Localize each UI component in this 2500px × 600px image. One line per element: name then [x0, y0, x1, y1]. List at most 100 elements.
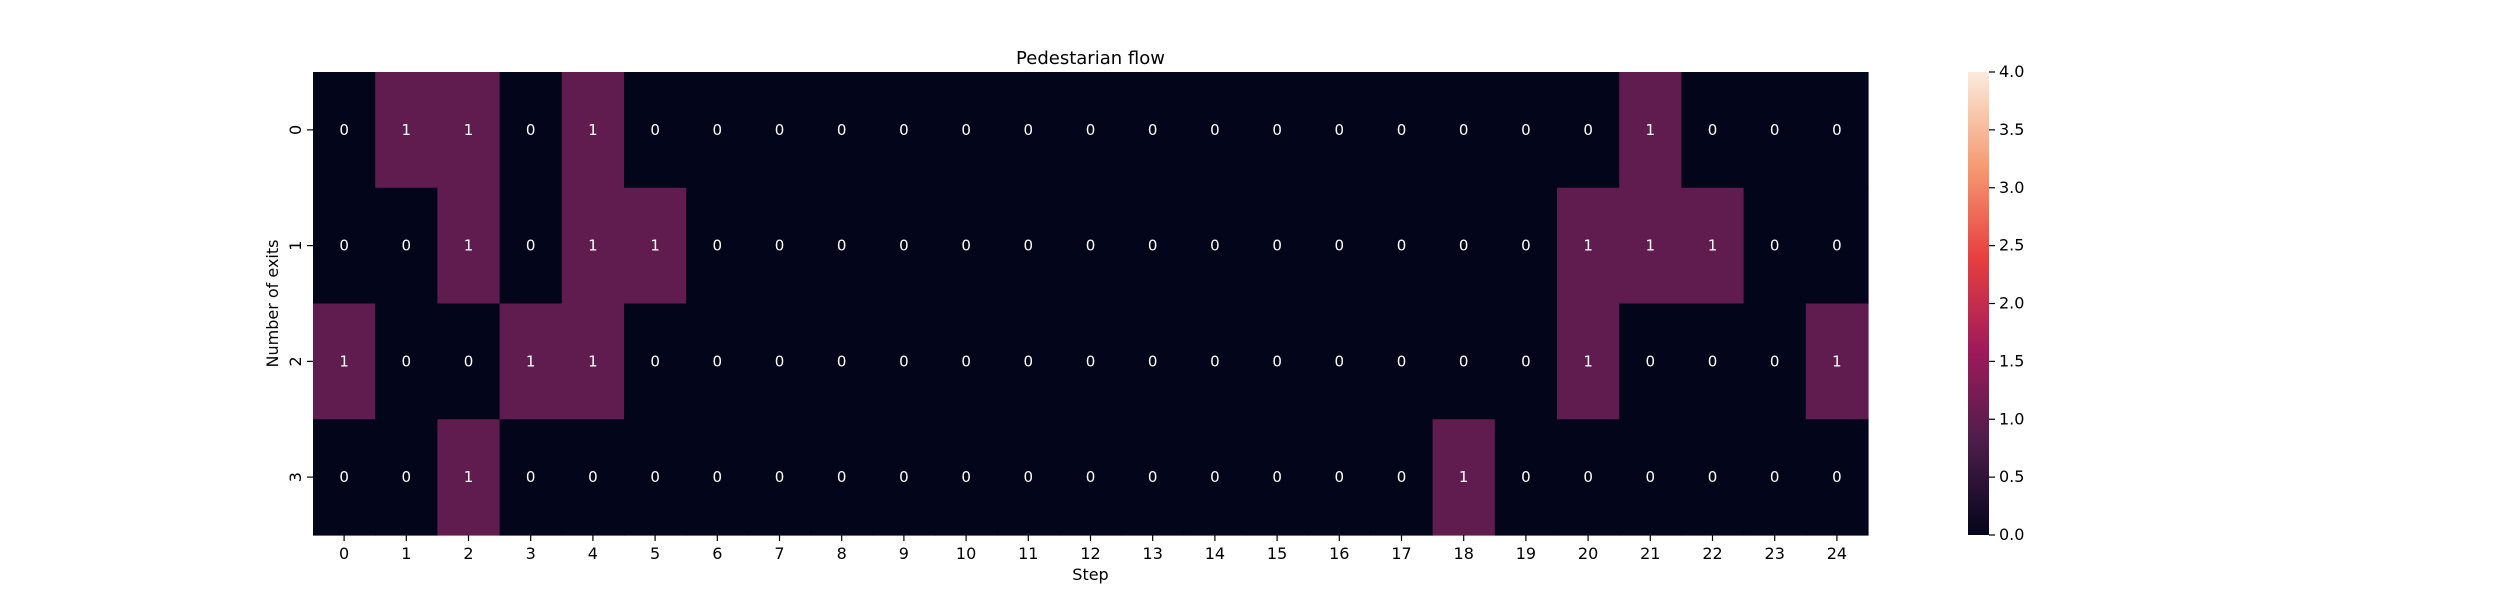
- heatmap-cell: [1246, 72, 1309, 189]
- cell-value-label: 0: [1272, 237, 1282, 255]
- cell-value-label: 1: [1459, 468, 1469, 486]
- cell-value-label: 0: [1708, 468, 1718, 486]
- cell-value-label: 0: [775, 237, 785, 255]
- x-tick-label: 21: [1640, 544, 1660, 563]
- heatmap-cell: [872, 419, 936, 536]
- cell-value-label: 0: [837, 121, 847, 139]
- cell-value-label: 0: [1148, 121, 1158, 139]
- cell-value-label: 1: [339, 352, 349, 370]
- x-tick-label: 22: [1702, 544, 1722, 563]
- heatmap-cell: [686, 419, 749, 536]
- heatmap-cell: [561, 419, 625, 536]
- cell-value-label: 1: [588, 352, 598, 370]
- heatmap-cell: [935, 303, 998, 420]
- cell-value-label: 1: [588, 237, 598, 255]
- heatmap-cell: [935, 419, 998, 536]
- heatmap-cell: [1805, 419, 1869, 536]
- heatmap-cell: [1183, 419, 1247, 536]
- cell-value-label: 0: [526, 468, 536, 486]
- colorbar-gradient: [1968, 72, 1989, 535]
- cell-value-label: 0: [650, 352, 660, 370]
- cell-value-label: 0: [775, 468, 785, 486]
- heatmap-cell: [624, 187, 687, 305]
- cell-value-label: 0: [1397, 237, 1407, 255]
- cell-value-label: 0: [899, 352, 909, 370]
- heatmap-cell: [1805, 187, 1869, 305]
- heatmap-cell: [1183, 72, 1247, 189]
- cell-value-label: 0: [1210, 121, 1220, 139]
- cell-value-label: 0: [1397, 468, 1407, 486]
- heatmap-cell: [1805, 303, 1869, 420]
- heatmap-cell: [1246, 187, 1309, 305]
- x-axis: 0 1 2 3 4 5 6 7 8 9 10 11 12 13 14 15 16 17 18 19 20 21 22 23 24: [339, 535, 1847, 563]
- heatmap-cell: [561, 187, 625, 305]
- cell-value-label: 0: [1832, 237, 1842, 255]
- cell-value-label: 0: [1832, 121, 1842, 139]
- heatmap-cell: [1308, 187, 1371, 305]
- heatmap-cell: [1432, 303, 1496, 420]
- cell-value-label: 0: [1521, 468, 1531, 486]
- heatmap-cell: [624, 419, 687, 536]
- y-tick-label: 1: [286, 241, 305, 251]
- heatmap-cell: [437, 72, 501, 189]
- cell-value-label: 0: [961, 121, 971, 139]
- heatmap-cell: [375, 72, 438, 189]
- cell-value-label: 0: [1272, 468, 1282, 486]
- cell-value-label: 1: [1583, 352, 1593, 370]
- cell-value-label: 0: [1086, 468, 1096, 486]
- cell-value-label: 0: [339, 121, 349, 139]
- cell-value-label: 0: [713, 121, 723, 139]
- heatmap-cell: [686, 187, 749, 305]
- x-tick-label: 7: [774, 544, 784, 563]
- cell-value-label: 0: [402, 352, 412, 370]
- cell-value-label: 1: [1583, 237, 1593, 255]
- heatmap-cell: [748, 72, 812, 189]
- y-tick-label: 2: [286, 356, 305, 366]
- x-tick-label: 14: [1205, 544, 1225, 563]
- heatmap-cell: [1059, 187, 1123, 305]
- x-tick-label: 16: [1329, 544, 1349, 563]
- cell-value-label: 1: [1646, 121, 1656, 139]
- x-tick-label: 17: [1391, 544, 1411, 563]
- x-tick-label: 19: [1516, 544, 1536, 563]
- colorbar-tick-label: 3.0: [1999, 178, 2024, 197]
- heatmap-cell: [810, 303, 874, 420]
- cell-value-label: 0: [837, 237, 847, 255]
- colorbar-tick-label: 2.5: [1999, 236, 2024, 255]
- cell-value-label: 0: [713, 352, 723, 370]
- cell-value-label: 1: [650, 237, 660, 255]
- cell-value-label: 0: [1024, 468, 1034, 486]
- heatmap-cell: [810, 419, 874, 536]
- cell-value-label: 0: [961, 468, 971, 486]
- heatmap-cell: [1619, 303, 1682, 420]
- heatmap-cell: [997, 72, 1060, 189]
- heatmap-cell: [1121, 303, 1185, 420]
- x-tick-label: 12: [1080, 544, 1100, 563]
- cell-value-label: 0: [1148, 352, 1158, 370]
- colorbar-tick-label: 0.5: [1999, 467, 2024, 486]
- heatmap-cell: [935, 72, 998, 189]
- x-tick-label: 18: [1454, 544, 1474, 563]
- x-tick-label: 2: [463, 544, 473, 563]
- cell-value-label: 0: [837, 468, 847, 486]
- heatmap-cell: [1494, 303, 1558, 420]
- heatmap-cell: [1370, 187, 1434, 305]
- heatmap-cell: [499, 419, 563, 536]
- cell-value-label: 0: [1521, 121, 1531, 139]
- heatmap-cell: [810, 187, 874, 305]
- cell-value-label: 0: [1086, 352, 1096, 370]
- cell-value-label: 0: [1024, 121, 1034, 139]
- cell-value-label: 0: [961, 352, 971, 370]
- x-tick-label: 8: [837, 544, 847, 563]
- cell-value-label: 0: [1210, 352, 1220, 370]
- cell-value-label: 0: [837, 352, 847, 370]
- cell-value-label: 0: [1086, 237, 1096, 255]
- cell-value-label: 1: [464, 468, 474, 486]
- heatmap-cell: [1370, 303, 1434, 420]
- colorbar-tick-label: 1.0: [1999, 409, 2024, 428]
- heatmap-cell: [1308, 303, 1371, 420]
- cell-value-label: 0: [1397, 121, 1407, 139]
- heatmap-cell: [375, 303, 438, 420]
- heatmap-cell: [1619, 419, 1682, 536]
- y-axis-label: Number of exits: [263, 240, 282, 368]
